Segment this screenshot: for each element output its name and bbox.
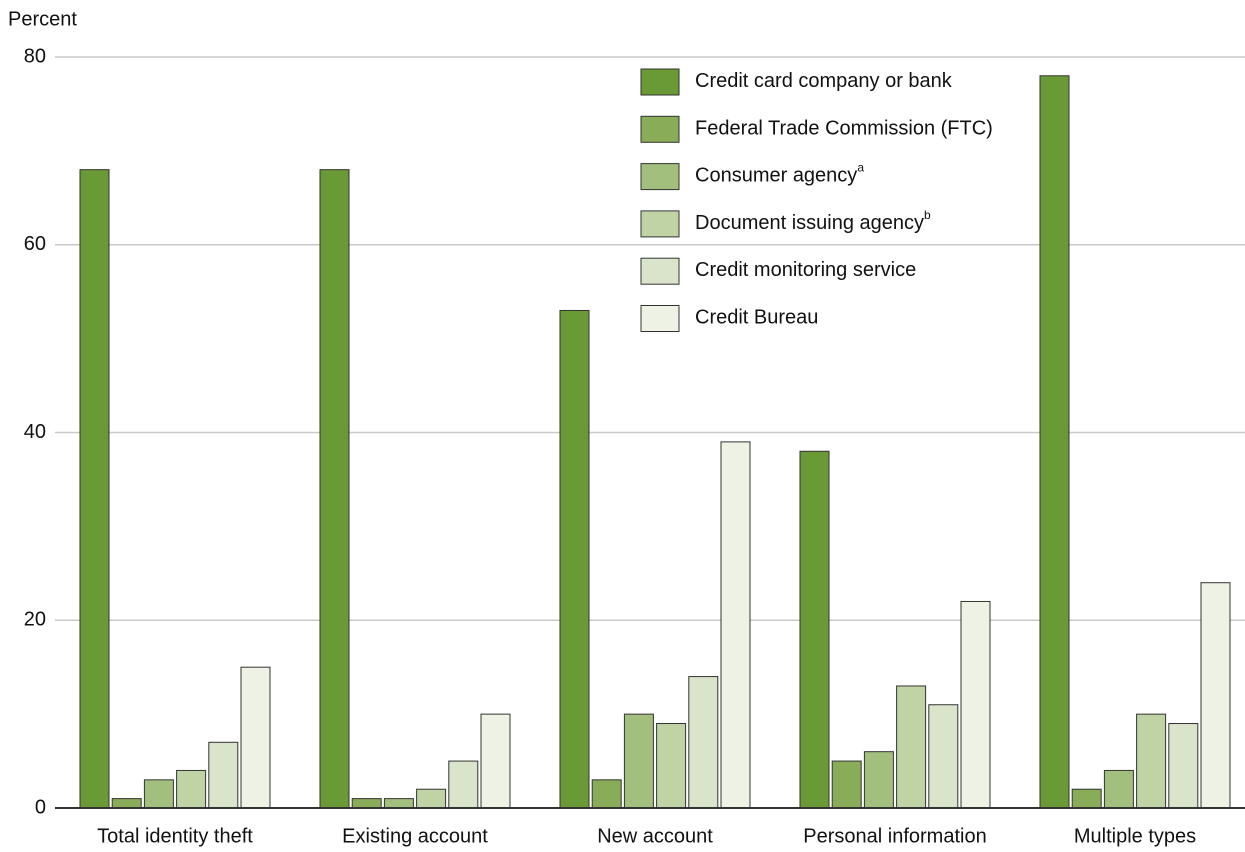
bar	[863, 751, 894, 809]
bar	[111, 798, 142, 809]
legend-text: Credit card company or bank	[695, 70, 953, 92]
legend-swatch	[640, 68, 680, 96]
legend-label: Credit Bureau	[695, 307, 818, 329]
y-tick-label: 0	[35, 796, 46, 818]
y-tick-label: 40	[24, 421, 46, 443]
bar	[1200, 582, 1231, 809]
legend-label: Federal Trade Commission (FTC)	[695, 118, 993, 140]
legend-swatch	[640, 210, 680, 238]
legend-text: Consumer agency	[695, 165, 857, 187]
legend-swatch	[640, 305, 680, 332]
legend-label: Credit card company or bank	[695, 70, 953, 92]
bar	[448, 760, 479, 809]
y-axis-label: Percent	[8, 8, 77, 30]
bar	[960, 600, 991, 809]
bar	[351, 798, 382, 809]
bar	[240, 666, 271, 809]
bar	[1103, 769, 1134, 809]
legend-text: Credit Bureau	[695, 307, 818, 329]
legend-label: Credit monitoring service	[695, 259, 916, 281]
legend-swatch	[640, 257, 680, 285]
bar	[319, 169, 350, 809]
bar	[896, 685, 927, 809]
bar	[143, 779, 174, 809]
legend-swatch	[640, 115, 680, 143]
x-tick-label: Personal information	[803, 825, 986, 847]
bar	[1136, 713, 1167, 809]
bar	[688, 676, 719, 809]
bar	[720, 441, 751, 809]
legend-text: Document issuing agency	[695, 212, 924, 234]
bar	[623, 713, 654, 809]
bar	[799, 450, 830, 809]
legend-text: Federal Trade Commission (FTC)	[695, 118, 993, 140]
legend-label: Consumer agencya	[695, 161, 864, 187]
bar	[176, 769, 207, 809]
bar	[1039, 75, 1070, 809]
x-tick-label: Total identity theft	[97, 825, 253, 847]
bar	[831, 760, 862, 809]
bar	[928, 704, 959, 809]
legend-text: Credit monitoring service	[695, 259, 916, 281]
y-tick-label: 80	[24, 45, 46, 67]
x-tick-label: Existing account	[342, 825, 488, 847]
bar	[656, 723, 687, 809]
bar	[559, 309, 590, 809]
x-tick-label: Multiple types	[1074, 825, 1196, 847]
y-tick-label: 60	[24, 233, 46, 255]
bar	[208, 741, 239, 809]
bar	[591, 779, 622, 809]
bar	[1168, 723, 1199, 809]
legend-swatch	[640, 163, 680, 191]
x-tick-label: New account	[597, 825, 713, 847]
legend-note: a	[857, 161, 864, 175]
bar	[79, 169, 110, 809]
legend-note: b	[924, 208, 931, 222]
bar	[416, 788, 447, 809]
bar	[480, 713, 511, 809]
bar	[1071, 788, 1102, 809]
legend-label: Document issuing agencyb	[695, 208, 931, 234]
y-tick-label: 20	[24, 609, 46, 631]
bar	[383, 798, 414, 809]
